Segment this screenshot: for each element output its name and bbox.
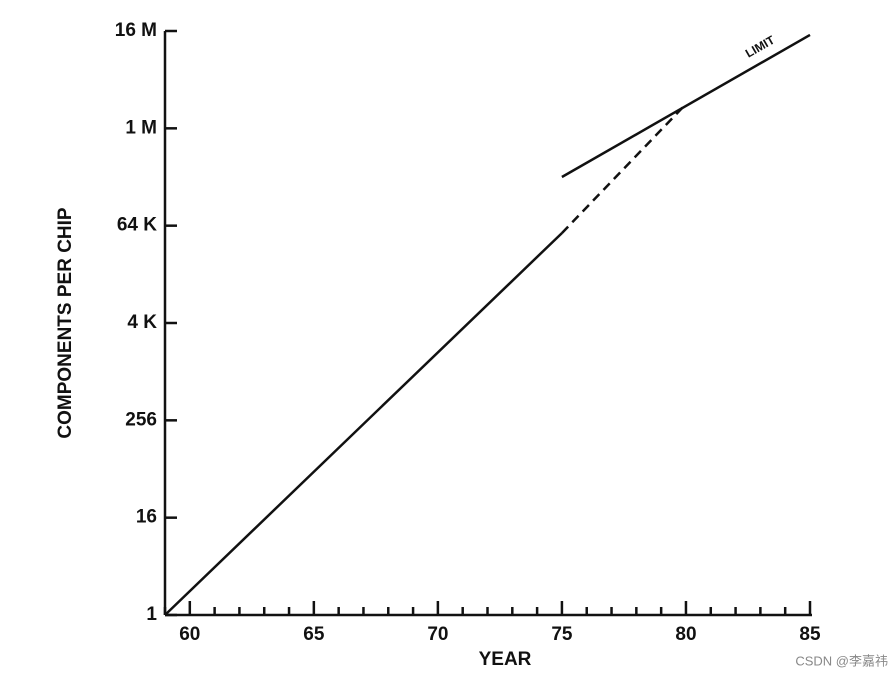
x-tick-label: 70 — [427, 624, 448, 645]
y-axis-label: COMPONENTS PER CHIP — [55, 207, 76, 439]
line-series — [164, 232, 563, 616]
y-tick-label: 16 M — [115, 20, 157, 41]
y-tick-label: 16 — [136, 507, 157, 528]
x-tick-label: 60 — [179, 624, 200, 645]
y-tick-label: 4 K — [127, 312, 157, 333]
x-tick-label: 75 — [551, 624, 573, 645]
x-tick-label: 85 — [799, 624, 821, 645]
y-tick-label: 1 M — [125, 117, 157, 138]
y-tick-label: 256 — [125, 409, 157, 430]
y-tick-label: 1 — [146, 604, 157, 625]
x-tick-label: 65 — [303, 624, 325, 645]
watermark: CSDN @李嘉祎 — [795, 653, 888, 668]
line-series — [561, 33, 811, 179]
x-axis-label: YEAR — [479, 649, 532, 670]
y-tick-label: 64 K — [117, 215, 157, 236]
x-tick-label: 80 — [675, 624, 696, 645]
